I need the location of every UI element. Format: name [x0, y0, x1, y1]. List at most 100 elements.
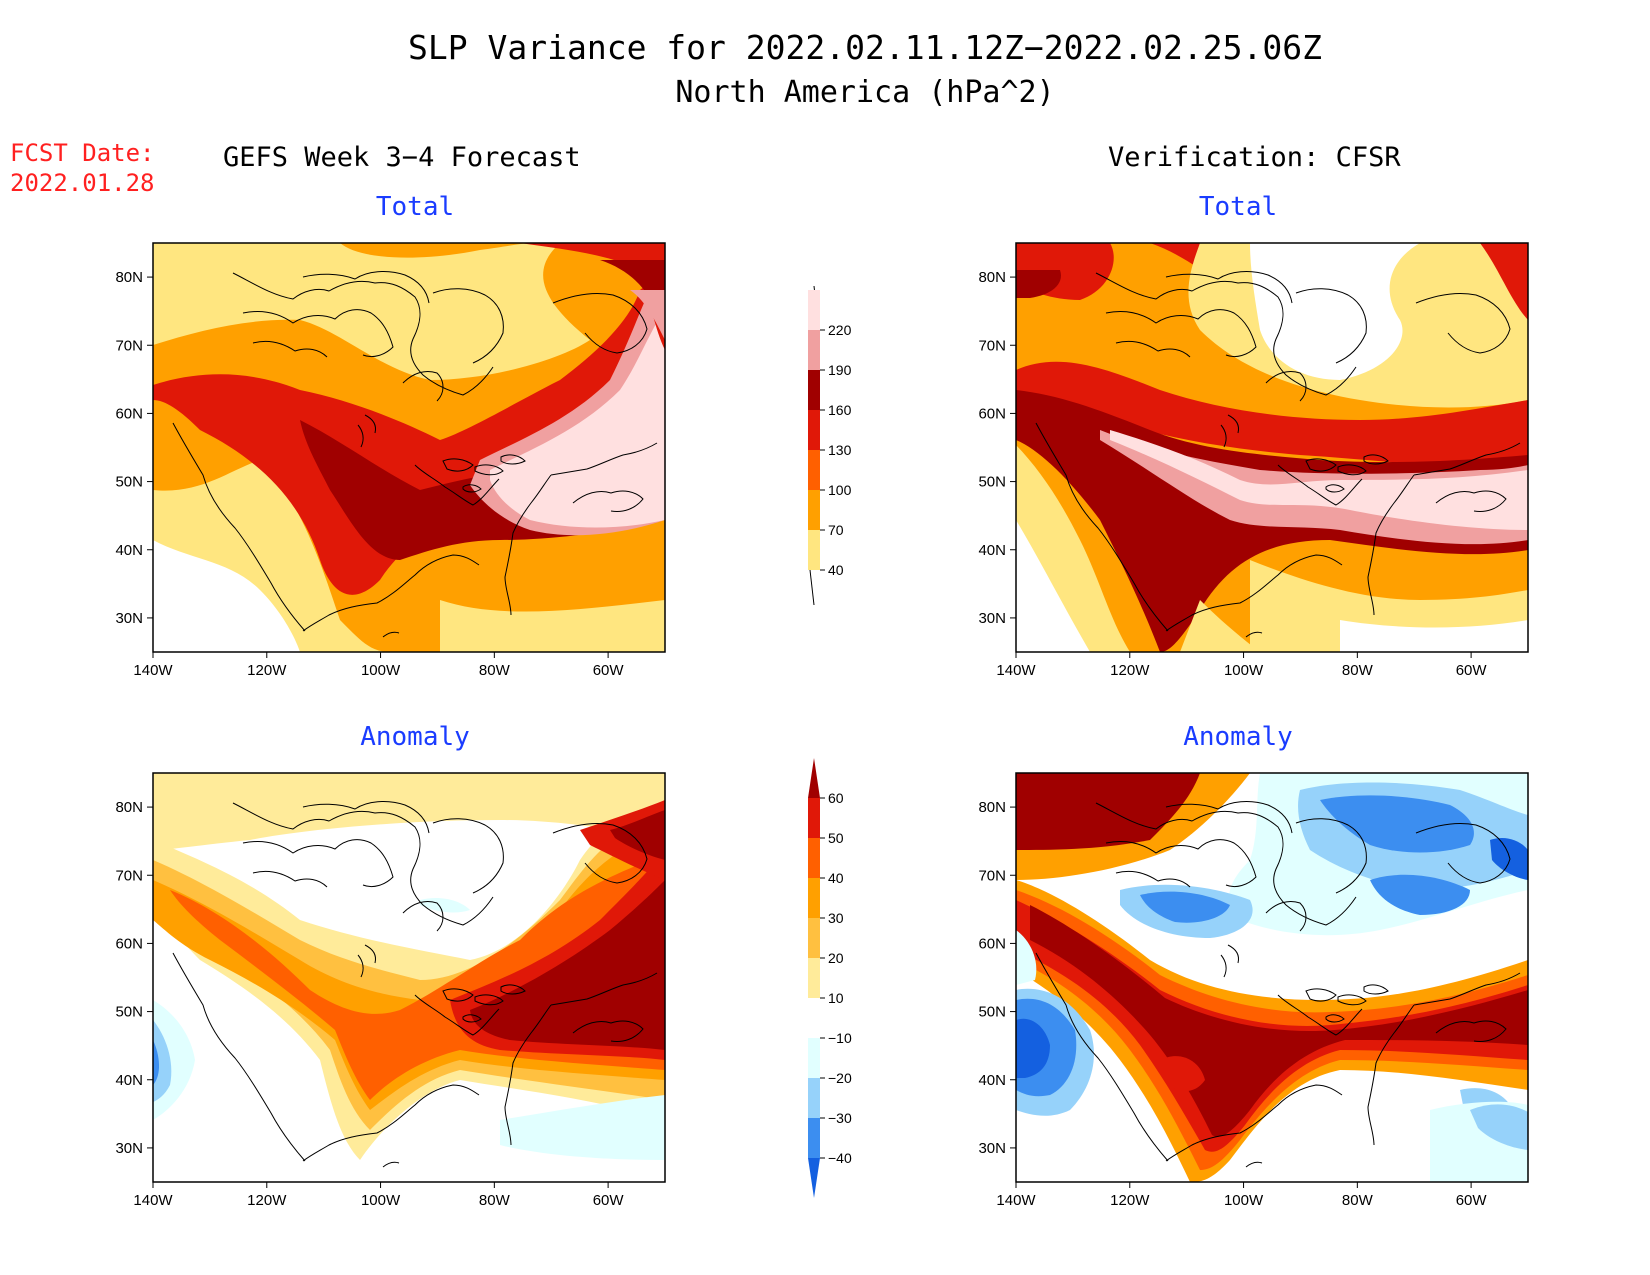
colorbar-label: −40	[828, 1150, 852, 1166]
colorbar-swatch	[808, 918, 820, 958]
lon-tick-label: 80W	[1342, 1192, 1374, 1209]
lon-tick-label: 120W	[1110, 662, 1150, 679]
colorbar-label: −10	[828, 1030, 852, 1046]
lat-tick-label: 40N	[115, 542, 143, 559]
lon-tick-label: 100W	[361, 662, 401, 679]
colorbar-swatch	[808, 290, 820, 330]
colorbar-swatch	[808, 958, 820, 998]
map-panel-verification-total	[1015, 242, 1529, 653]
lat-tick-label: 60N	[115, 405, 143, 422]
lat-tick-label: 70N	[115, 337, 143, 354]
panel-title-top-left: Total	[375, 192, 455, 222]
lat-tick-label: 30N	[115, 1140, 143, 1157]
colorbar-label: 20	[828, 950, 844, 966]
panel-title-bottom-right: Anomaly	[1183, 722, 1293, 752]
colorbar-swatch	[808, 998, 820, 1038]
lon-tick-label: 120W	[1110, 1192, 1150, 1209]
colorbar-label: −30	[828, 1110, 852, 1126]
colorbar-label: 160	[828, 402, 852, 418]
lat-tick-label: 70N	[978, 867, 1006, 884]
lat-tick-label: 50N	[978, 474, 1006, 491]
lon-tick-label: 120W	[247, 662, 287, 679]
colorbar-label: 40	[828, 562, 844, 578]
colorbar-label: 30	[828, 910, 844, 926]
colorbar-label: 220	[828, 322, 852, 338]
lon-tick-label: 140W	[133, 662, 173, 679]
lat-tick-label: 50N	[115, 474, 143, 491]
lat-tick-label: 30N	[978, 610, 1006, 627]
colorbar-swatch	[808, 490, 820, 530]
lat-tick-label: 50N	[978, 1004, 1006, 1021]
figure-title-line2: North America (hPa^2)	[675, 75, 1055, 110]
colorbar-label: 130	[828, 442, 852, 458]
map-frame	[152, 772, 666, 1183]
colorbar-swatch	[808, 370, 820, 410]
colorbar-swatch	[808, 410, 820, 450]
colorbar-total: 40 70 100 130 160 190 220	[808, 285, 852, 606]
forecast-column-title: GEFS Week 3−4 Forecast	[223, 142, 581, 173]
colorbar-swatch	[808, 1038, 820, 1078]
lat-tick-label: 30N	[115, 610, 143, 627]
colorbar-swatch	[808, 1158, 820, 1198]
colorbar-anomaly: −40 −30 −20 −10 10 20 30 40 50 60	[808, 758, 852, 1198]
colorbar-label: 190	[828, 362, 852, 378]
colorbar-label: −20	[828, 1070, 852, 1086]
map-frame	[1015, 772, 1529, 1183]
lat-tick-label: 70N	[115, 867, 143, 884]
lat-tick-label: 80N	[115, 269, 143, 286]
lon-tick-label: 100W	[1224, 1192, 1264, 1209]
colorbar-label: 100	[828, 482, 852, 498]
colorbar-label: 40	[828, 870, 844, 886]
colorbar-swatch	[808, 838, 820, 878]
lon-tick-label: 60W	[593, 1192, 625, 1209]
lat-tick-label: 40N	[978, 542, 1006, 559]
lat-tick-label: 80N	[115, 799, 143, 816]
panel-title-bottom-left: Anomaly	[360, 722, 470, 752]
fcst-date-label: FCST Date:	[10, 139, 155, 167]
lat-tick-label: 70N	[978, 337, 1006, 354]
lat-tick-label: 80N	[978, 799, 1006, 816]
lat-tick-label: 80N	[978, 269, 1006, 286]
lon-tick-label: 60W	[1456, 662, 1488, 679]
lon-tick-label: 120W	[247, 1192, 287, 1209]
lon-tick-label: 140W	[133, 1192, 173, 1209]
colorbar-swatch	[808, 758, 820, 798]
lon-tick-label: 80W	[479, 662, 511, 679]
colorbar-swatch	[808, 330, 820, 370]
map-panel-forecast-anomaly	[152, 772, 666, 1183]
colorbar-label: 50	[828, 830, 844, 846]
lat-tick-label: 30N	[978, 1140, 1006, 1157]
lat-tick-label: 50N	[115, 1004, 143, 1021]
lat-tick-label: 40N	[978, 1072, 1006, 1089]
panel-title-top-right: Total	[1198, 192, 1278, 222]
fcst-date: FCST Date: 2022.01.28	[10, 138, 155, 198]
lat-tick-label: 60N	[978, 935, 1006, 952]
lon-tick-label: 60W	[593, 662, 625, 679]
lon-tick-label: 80W	[1342, 662, 1374, 679]
colorbar-label: 70	[828, 522, 844, 538]
colorbar-swatch	[808, 450, 820, 490]
colorbar-label: 60	[828, 790, 844, 806]
map-frame	[152, 242, 666, 653]
colorbar-swatch	[808, 878, 820, 918]
lat-tick-label: 60N	[115, 935, 143, 952]
colorbar-label: 10	[828, 990, 844, 1006]
colorbar-swatch	[808, 1078, 820, 1118]
map-frame	[1015, 242, 1529, 653]
lat-tick-label: 40N	[115, 1072, 143, 1089]
lat-tick-label: 60N	[978, 405, 1006, 422]
colorbar-swatch	[808, 530, 820, 570]
lon-tick-label: 100W	[361, 1192, 401, 1209]
map-panel-verification-anomaly	[1015, 772, 1529, 1183]
figure-title-line1: SLP Variance for 2022.02.11.12Z−2022.02.…	[408, 28, 1322, 67]
lon-tick-label: 100W	[1224, 662, 1264, 679]
fcst-date-value: 2022.01.28	[10, 169, 155, 197]
verification-column-title: Verification: CFSR	[1108, 142, 1401, 173]
colorbar-swatch	[808, 798, 820, 838]
lon-tick-label: 80W	[479, 1192, 511, 1209]
colorbar-tail	[809, 569, 815, 606]
lon-tick-label: 140W	[996, 662, 1036, 679]
map-panel-forecast-total	[152, 242, 666, 653]
colorbar-swatch	[808, 1118, 820, 1158]
lon-tick-label: 140W	[996, 1192, 1036, 1209]
